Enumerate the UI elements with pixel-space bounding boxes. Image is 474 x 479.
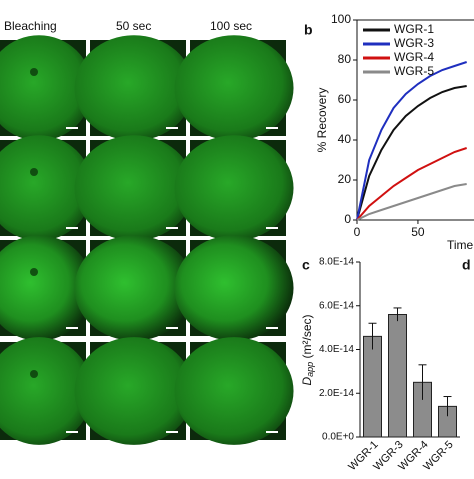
series-line	[356, 147, 467, 221]
y-tick-label: 6.0E-14	[319, 300, 354, 311]
y-tick-label: 20	[338, 172, 352, 186]
cell	[74, 235, 194, 341]
y-axis-label: % Recovery	[315, 88, 329, 153]
column-header: 100 sec	[210, 19, 252, 33]
series-line	[356, 183, 467, 221]
bleach-spot	[30, 168, 38, 176]
x-axis-label: Time	[447, 238, 474, 252]
panel-label: c	[302, 257, 310, 273]
cell	[0, 337, 93, 445]
y-tick-label: 40	[338, 132, 352, 146]
cell	[74, 337, 194, 445]
cell	[74, 135, 194, 241]
series-line	[356, 85, 467, 221]
y-axis-label-unit: (m²/sec)	[300, 314, 314, 361]
y-tick-label: 80	[338, 52, 352, 66]
legend-label: WGR-3	[394, 36, 434, 50]
y-axis-label-main: D	[300, 377, 314, 386]
y-tick-label: 100	[331, 12, 351, 26]
y-tick-label: 4.0E-14	[319, 344, 354, 355]
y-tick-label: 0.0E+0	[322, 432, 354, 443]
cell	[0, 135, 93, 241]
y-tick-label: 60	[338, 92, 352, 106]
panel-label: d	[462, 257, 471, 273]
microscopy-grid	[0, 35, 294, 445]
x-tick-label: 50	[411, 225, 425, 239]
cell	[174, 235, 294, 341]
legend-label: WGR-5	[394, 64, 434, 78]
bleach-spot	[30, 268, 38, 276]
bleach-spot	[30, 370, 38, 378]
cell	[174, 35, 294, 141]
y-tick-label: 8.0E-14	[319, 257, 354, 268]
cell	[74, 35, 194, 141]
x-tick-label: 0	[354, 225, 361, 239]
bar	[363, 335, 382, 438]
series-line	[356, 61, 467, 221]
cell	[174, 135, 294, 241]
y-axis-label: Dapp (m²/sec)	[300, 314, 315, 385]
column-header: Bleaching	[4, 19, 57, 33]
cell	[0, 35, 93, 141]
y-tick-label: 0	[344, 212, 351, 226]
bleach-spot	[30, 68, 38, 76]
y-tick-label: 2.0E-14	[319, 388, 354, 399]
plot-frame	[356, 19, 474, 221]
column-header: 50 sec	[116, 19, 151, 33]
cell	[0, 235, 93, 341]
legend-label: WGR-4	[394, 50, 434, 64]
y-axis-label-sub: app	[305, 362, 315, 377]
panel-label: b	[304, 22, 313, 38]
legend-label: WGR-1	[394, 22, 434, 36]
cell	[174, 337, 294, 445]
bar	[388, 314, 407, 438]
